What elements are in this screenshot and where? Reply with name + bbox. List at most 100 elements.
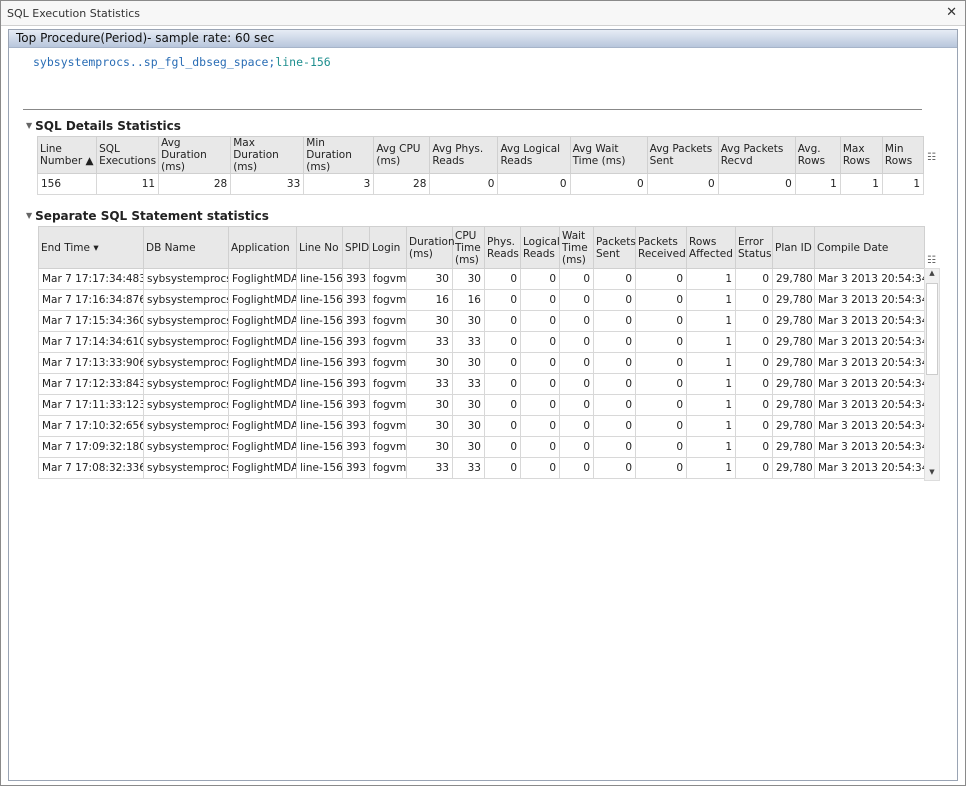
table-cell: line-156	[296, 373, 343, 395]
table-cell: 0	[520, 436, 560, 458]
table-cell: 393	[342, 331, 370, 353]
table-cell: 0	[593, 268, 636, 290]
vertical-scrollbar[interactable]: ▲ ▼	[924, 268, 940, 481]
table-cell: 29,780	[772, 373, 815, 395]
table-cell: Mar 3 2013 20:54:34	[814, 352, 925, 374]
table-cell: FoglightMDA	[228, 373, 297, 395]
column-header[interactable]: Avg Phys. Reads	[429, 136, 499, 174]
column-header[interactable]: Rows Affected	[686, 226, 736, 269]
table-cell: 0	[635, 415, 687, 437]
column-header[interactable]: Min Rows	[881, 136, 925, 174]
column-header[interactable]: Avg Packets Sent	[646, 136, 719, 174]
column-header[interactable]: Min Duration (ms)	[303, 136, 375, 174]
table-cell: 0	[635, 457, 687, 479]
table-row[interactable]: Mar 7 17:13:33:906 sybsystemprocs Foglight…	[38, 352, 925, 374]
table-row[interactable]: Mar 7 17:17:34:483 sybsystemprocs Foglight…	[38, 268, 925, 290]
table-cell: 0	[559, 310, 594, 332]
table-cell: 1	[686, 373, 736, 395]
sql-details-section-header[interactable]: ▼ SQL Details Statistics	[26, 119, 181, 133]
table-cell: fogvm	[369, 373, 407, 395]
column-header[interactable]: End Time ▾	[38, 226, 144, 269]
column-header[interactable]: Compile Date	[814, 226, 925, 269]
table-cell: 0	[593, 373, 636, 395]
statement-section-header[interactable]: ▼ Separate SQL Statement statistics	[26, 209, 269, 223]
table-cell: 0	[520, 394, 560, 416]
column-header[interactable]: Avg Logical Reads	[497, 136, 571, 174]
table-cell: 0	[484, 289, 521, 311]
table-cell: 393	[342, 457, 370, 479]
column-header[interactable]: Packets Sent	[593, 226, 636, 269]
table-cell: Mar 3 2013 20:54:34	[814, 289, 925, 311]
column-header[interactable]: Plan ID	[772, 226, 815, 269]
table-cell: Mar 7 17:15:34:360	[38, 310, 144, 332]
table-cell: 0	[593, 331, 636, 353]
table-cell: line-156	[296, 289, 343, 311]
column-header[interactable]: Avg. Rows	[794, 136, 841, 174]
table-row[interactable]: Mar 7 17:12:33:843 sybsystemprocs Foglight…	[38, 373, 925, 395]
table-cell: Mar 3 2013 20:54:34	[814, 373, 925, 395]
table-cell: 30	[406, 310, 453, 332]
table-cell: 393	[342, 415, 370, 437]
table-cell: Mar 7 17:13:33:906	[38, 352, 144, 374]
column-header[interactable]: Max Duration (ms)	[230, 136, 305, 174]
scrollbar-thumb[interactable]	[926, 283, 938, 375]
column-header[interactable]: Avg CPU (ms)	[373, 136, 431, 174]
table-cell: 393	[342, 268, 370, 290]
table-row[interactable]: Mar 7 17:15:34:360 sybsystemprocs Foglight…	[38, 310, 925, 332]
scroll-down-icon[interactable]: ▼	[929, 468, 935, 476]
column-chooser-icon[interactable]: ☷	[927, 255, 936, 266]
table-cell: 0	[520, 331, 560, 353]
table-cell: Mar 3 2013 20:54:34	[814, 394, 925, 416]
column-chooser-icon[interactable]: ☷	[927, 152, 936, 163]
table-row[interactable]: Mar 7 17:09:32:180 sybsystemprocs Foglight…	[38, 436, 925, 458]
column-header[interactable]: Phys. Reads	[484, 226, 521, 269]
table-cell: 0	[559, 268, 594, 290]
column-header[interactable]: Max Rows	[839, 136, 883, 174]
table-row[interactable]: Mar 7 17:11:33:123 sybsystemprocs Foglight…	[38, 394, 925, 416]
column-header[interactable]: CPU Time (ms)	[452, 226, 485, 269]
column-header[interactable]: SPID	[342, 226, 370, 269]
table-cell: 1	[686, 352, 736, 374]
collapse-icon[interactable]: ▼	[26, 211, 33, 220]
table-cell: 1	[686, 310, 736, 332]
collapse-icon[interactable]: ▼	[26, 121, 33, 130]
table-cell: 0	[635, 436, 687, 458]
column-header[interactable]: SQL Executions	[96, 136, 160, 174]
close-icon[interactable]: ✕	[946, 5, 957, 20]
table-cell: 0	[593, 289, 636, 311]
column-header[interactable]: Login	[369, 226, 407, 269]
column-header[interactable]: Wait Time (ms)	[559, 226, 594, 269]
table-cell: Mar 3 2013 20:54:34	[814, 331, 925, 353]
table-cell: 0	[635, 310, 687, 332]
table-cell: 0	[520, 310, 560, 332]
column-header[interactable]: Application	[228, 226, 297, 269]
scroll-up-icon[interactable]: ▲	[929, 269, 935, 277]
table-cell: FoglightMDA	[228, 331, 297, 353]
column-header[interactable]: Line Number ▲	[36, 136, 98, 174]
column-header[interactable]: Avg Packets Recvd	[717, 136, 796, 174]
column-header[interactable]: DB Name	[143, 226, 229, 269]
table-cell: 29,780	[772, 352, 815, 374]
column-header[interactable]: Logical Reads	[520, 226, 560, 269]
table-row[interactable]: Mar 7 17:10:32:656 sybsystemprocs Foglight…	[38, 415, 925, 437]
table-row[interactable]: Mar 7 17:16:34:876 sybsystemprocs Foglight…	[38, 289, 925, 311]
sql-statements-table: End Time ▾ DB Name Application Line No SPID L…	[38, 226, 925, 479]
table-cell: Mar 3 2013 20:54:34	[814, 415, 925, 437]
column-header[interactable]: Avg Wait Time (ms)	[569, 136, 648, 174]
column-header[interactable]: Avg Duration (ms)	[158, 136, 232, 174]
table-cell: 0	[635, 352, 687, 374]
table-cell: 0	[593, 415, 636, 437]
column-header[interactable]: Error Status	[735, 226, 773, 269]
table-row[interactable]: Mar 7 17:14:34:610 sybsystemprocs Foglight…	[38, 331, 925, 353]
table-cell: 29,780	[772, 436, 815, 458]
table-cell: 1	[686, 289, 736, 311]
table-cell: 0	[735, 436, 773, 458]
table-cell: 0	[559, 457, 594, 479]
table-cell: FoglightMDA	[228, 310, 297, 332]
table-cell: 0	[559, 415, 594, 437]
table-cell: 0	[520, 373, 560, 395]
column-header[interactable]: Line No	[296, 226, 343, 269]
table-row[interactable]: Mar 7 17:08:32:336 sybsystemprocs Foglight…	[38, 457, 925, 479]
column-header[interactable]: Duration (ms)	[406, 226, 455, 269]
column-header[interactable]: Packets Received	[635, 226, 687, 269]
